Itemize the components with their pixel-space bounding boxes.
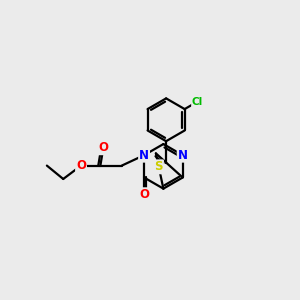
Text: N: N (178, 149, 188, 162)
Text: O: O (98, 141, 108, 154)
Text: N: N (139, 149, 149, 162)
Text: Cl: Cl (192, 97, 203, 106)
Text: O: O (139, 188, 149, 201)
Text: S: S (154, 160, 163, 173)
Text: O: O (76, 159, 86, 172)
